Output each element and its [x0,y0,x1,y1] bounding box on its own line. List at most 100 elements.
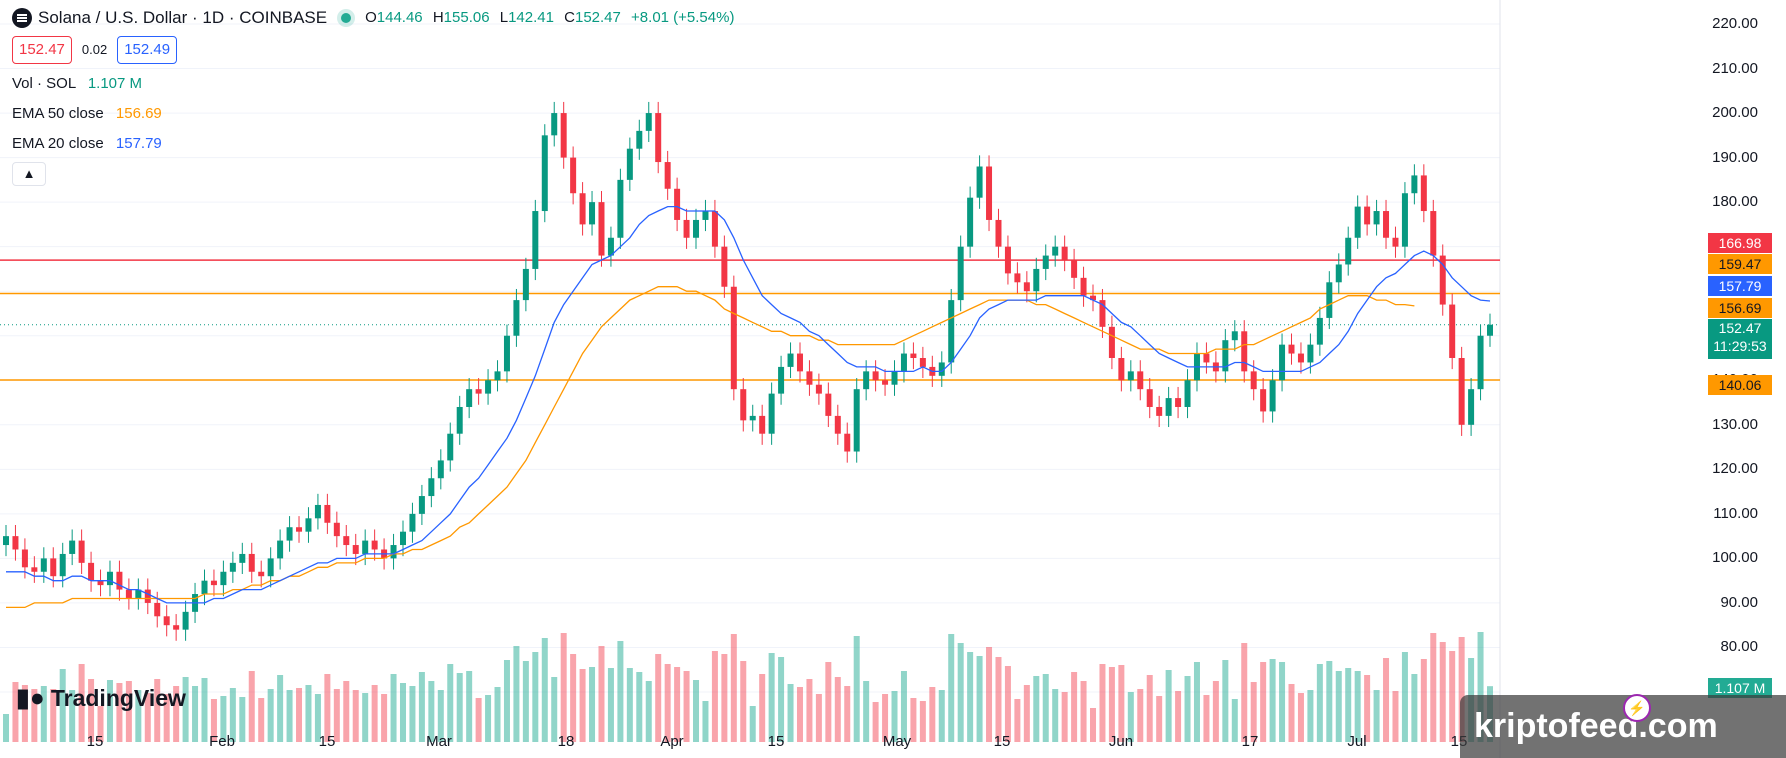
volume-bar [1307,690,1314,742]
candle-body [1260,389,1267,412]
candle-body [702,211,709,220]
volume-bar [702,701,709,742]
volume-bar [314,694,321,742]
time-tick: Feb [209,733,235,750]
ema50-line [6,286,1415,609]
ema50-tag: 156.69 [1708,298,1772,318]
volume-bar [919,701,926,742]
level-tag-orange-low: 140.06 [1708,375,1772,395]
volume-bar [220,696,227,742]
candle-body [466,389,473,407]
volume-bar [437,690,444,742]
volume-bar [163,694,170,742]
time-tick: 17 [1241,733,1259,750]
volume-bar [144,693,151,742]
volume-bar [891,691,898,742]
candle-body [863,371,870,390]
volume-bar [88,679,95,742]
collapse-legend-button[interactable]: ▲ [12,162,46,186]
volume-bar [1175,691,1182,742]
volume-bar [409,686,416,742]
volume-bar [456,673,463,742]
candle-body [787,353,794,367]
price-tick: 120.00 [1712,460,1758,478]
candle-body [1373,211,1380,225]
volume-bar [1231,699,1238,742]
candle-body [541,135,548,212]
candle-body [437,460,444,479]
price-tick: 100.00 [1712,549,1758,567]
candle-body [116,571,123,590]
candle-body [938,362,945,376]
volume-tag: 1.107 M [1708,678,1772,698]
volume-bar [938,690,945,742]
candle-body [21,549,28,568]
time-tick: 18 [557,733,575,750]
volume-bar [995,657,1002,742]
volume-bar [541,638,548,742]
volume-bar [674,667,681,742]
lightning-icon[interactable]: ⚡ [1623,694,1651,722]
volume-bar [296,688,303,742]
candle-body [277,540,284,559]
time-tick: May [882,733,912,750]
volume-bar [447,664,454,742]
sell-price-button[interactable]: 152.47 [12,36,72,64]
volume-bar [1269,659,1276,742]
volume-bar [967,652,974,742]
symbol-title[interactable]: Solana / U.S. Dollar · 1D · COINBASE [38,8,328,27]
volume-bar [872,702,879,742]
volume-bar [418,672,425,742]
volume-bar [1477,632,1484,742]
volume-bar [1212,681,1219,742]
candle-body [636,130,643,149]
volume-bar [333,689,340,742]
volume-bar [1004,666,1011,742]
buy-price-button[interactable]: 152.49 [117,36,178,64]
time-tick: 15 [767,733,785,750]
volume-bar [1090,708,1097,742]
candle-body [844,433,851,452]
candle-body [1004,246,1011,274]
candle-body [834,415,841,434]
candle-body [617,179,624,238]
volume-bar [834,677,841,742]
candle-body [626,148,633,180]
candle-body [1477,335,1484,390]
candle-body [1439,255,1446,305]
volume-bar [1439,642,1446,742]
volume-bar [229,688,236,742]
indicator-volume[interactable]: Vol · SOL 1.107 M [12,74,734,94]
candle-body [882,380,889,385]
volume-bar [59,669,66,742]
candle-body [976,166,983,198]
volume-bar [589,667,596,742]
volume-bar [1383,658,1390,742]
candle-body [106,571,113,586]
candle-body [1468,389,1475,425]
candle-body [730,286,737,390]
volume-bar [1392,691,1399,742]
candle-body [768,393,775,434]
volume-bar [1146,675,1153,742]
volume-bar [579,669,586,742]
candle-body [1137,371,1144,390]
volume-bar [399,683,406,742]
candle-body [248,553,255,572]
candle-body [570,157,577,194]
tradingview-logo[interactable]: ▮● TradingView [16,683,186,713]
candle-body [1165,398,1172,416]
volume-bar [12,682,19,742]
indicator-ema20[interactable]: EMA 20 close 157.79 [12,134,734,154]
candle-body [853,389,860,452]
candle-body [267,558,274,577]
volume-bar [305,685,312,742]
volume-bar [759,674,766,742]
indicator-ema50[interactable]: EMA 50 close 156.69 [12,104,734,124]
volume-bar [787,684,794,742]
candle-body [1033,268,1040,292]
candle-body [1420,175,1427,212]
candle-body [1175,398,1182,407]
candle-body [1383,211,1390,238]
